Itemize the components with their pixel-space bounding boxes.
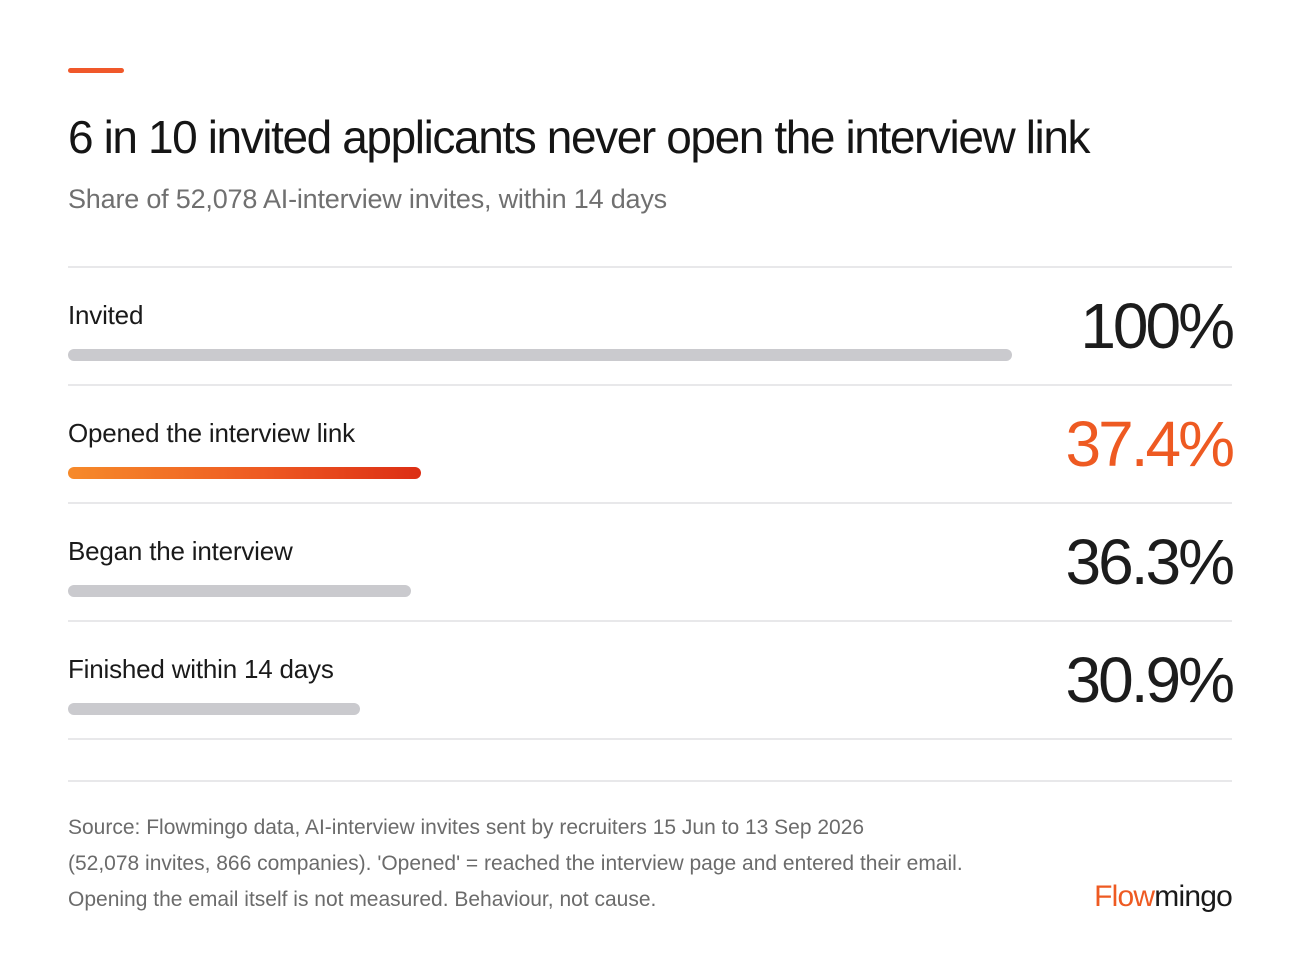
value-label: 37.4% (1065, 408, 1235, 480)
bar (68, 703, 360, 715)
value-label: 100% (1080, 290, 1235, 362)
funnel-row: Invited 100% (68, 268, 1235, 386)
bar-label: Opened the interview link (68, 418, 355, 448)
bar (68, 349, 1012, 361)
chart-subtitle: Share of 52,078 AI-interview invites, wi… (68, 184, 667, 214)
bar (68, 467, 422, 479)
bar-label: Invited (68, 300, 144, 330)
chart-title: 6 in 10 invited applicants never open th… (68, 111, 1091, 163)
source-line: Opening the email itself is not measured… (68, 888, 657, 911)
funnel-chart: Invited 100% Opened the interview link 37.4… (68, 266, 1235, 740)
source-line: Source: Flowmingo data, AI-interview inv… (68, 816, 865, 839)
chart-rows: Invited 100% Opened the interview link 37.4… (68, 268, 1235, 740)
brand-logo-part1: Flow (1094, 880, 1155, 913)
source-note: Source: Flowmingo data, AI-interview inv… (68, 810, 963, 918)
funnel-row: Opened the interview link 37.4% (68, 386, 1235, 504)
bar-track (68, 703, 1012, 715)
brand-logo-part2: mingo (1154, 880, 1233, 913)
bar (68, 585, 411, 597)
accent-rule (68, 68, 124, 73)
funnel-row: Finished within 14 days 30.9% (68, 622, 1235, 740)
bar-label: Finished within 14 days (68, 654, 334, 684)
value-label: 30.9% (1065, 644, 1235, 716)
funnel-row: Began the interview 36.3% (68, 504, 1235, 622)
value-label: 36.3% (1065, 526, 1235, 598)
footer-divider (68, 780, 1232, 782)
bar-track (68, 467, 1012, 479)
chart-top-divider (68, 266, 1232, 268)
brand-logo: Flowmingo (1094, 880, 1233, 914)
bar-track (68, 349, 1012, 361)
bar-track (68, 585, 1012, 597)
source-line: (52,078 invites, 866 companies). 'Opened… (68, 852, 963, 875)
bar-label: Began the interview (68, 536, 293, 566)
